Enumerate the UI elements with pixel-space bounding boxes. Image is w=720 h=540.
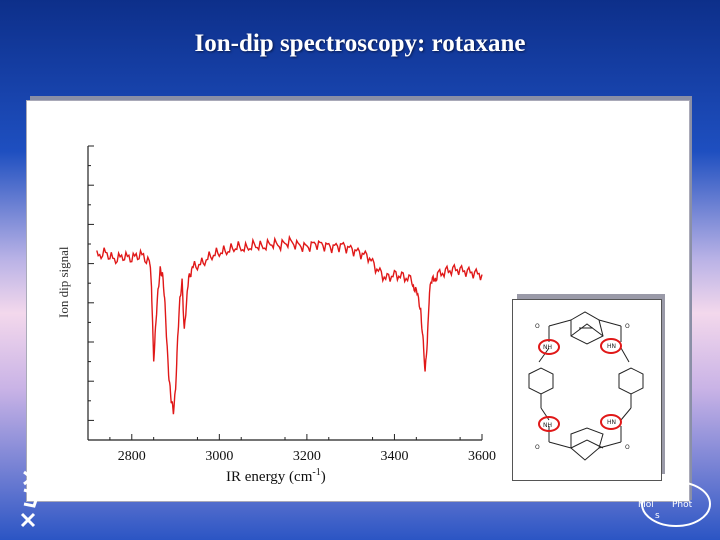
logo-text: Phot xyxy=(672,500,693,510)
rotaxane-structure-diagram: O O NH HN NH HN O O xyxy=(528,311,644,461)
x-tick-label: 3600 xyxy=(468,449,496,464)
nh-highlight-circle xyxy=(538,416,560,432)
logo-glyph-icon xyxy=(20,470,40,528)
spectrum-series-line xyxy=(96,234,483,415)
spectrum-chart: 2800 3000 3200 3400 3600 IR energy (cm-1) xyxy=(87,145,496,485)
logo-ellipse-icon xyxy=(641,481,711,527)
carbonyl-label: O xyxy=(535,323,540,330)
logo-text: s xyxy=(655,511,660,521)
chart-axes: 2800 3000 3200 3400 3600 xyxy=(87,145,496,464)
carbonyl-label: O xyxy=(625,444,630,451)
x-tick-label: 2800 xyxy=(118,449,146,464)
amide-label: HN xyxy=(607,343,616,350)
carbonyl-label: O xyxy=(625,323,630,330)
nh-highlight-circle xyxy=(600,414,622,430)
amide-label: NH xyxy=(543,344,552,351)
slide-title: Ion-dip spectroscopy: rotaxane xyxy=(194,30,526,57)
group-logo: Mol Phot s xyxy=(632,478,712,530)
y-axis-label: Ion dip signal xyxy=(56,246,71,319)
amide-label: NH xyxy=(543,422,552,429)
molecule-structure: O O NH HN NH HN O O xyxy=(512,299,662,481)
carbonyl-label: O xyxy=(535,444,540,451)
logo-text: Mol xyxy=(638,500,654,510)
x-tick-label: 3000 xyxy=(205,449,233,464)
nh-highlight-circle xyxy=(538,339,560,355)
x-axis-label: IR energy (cm-1) xyxy=(226,467,326,485)
institution-logo xyxy=(18,470,50,532)
x-tick-label: 3200 xyxy=(293,449,321,464)
series-layer xyxy=(96,234,483,415)
amide-label: HN xyxy=(607,419,616,426)
nh-highlight-circle xyxy=(600,338,622,354)
x-tick-label: 3400 xyxy=(380,449,408,464)
